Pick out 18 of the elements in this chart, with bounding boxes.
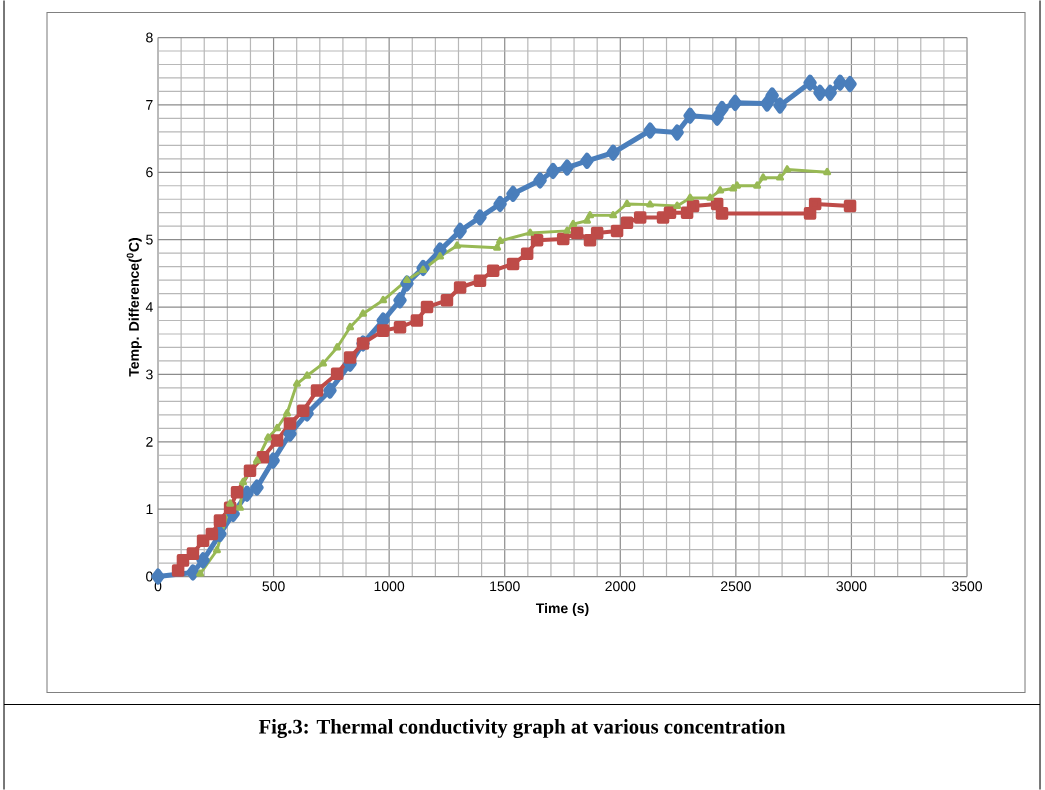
y-tick-label: 7 (146, 100, 153, 110)
y-tick-label: 3 (146, 369, 153, 380)
y-tick-label: 1 (146, 504, 153, 514)
caption: Fig.3: Thermal conductivity graph at various concentration (258, 719, 786, 738)
x-tick-label: 1500 (490, 581, 520, 592)
x-tick-label: 2500 (721, 581, 751, 592)
x-tick-label: 500 (262, 581, 285, 592)
x-axis-title: Time (s) (535, 602, 589, 616)
y-tick-label: 2 (146, 436, 153, 447)
y-axis-title: Temp. Difference($^{0}$C) (126, 238, 142, 377)
y-tick-label: 8 (146, 32, 153, 43)
y-tick-label: 6 (146, 167, 153, 178)
x-tick-label: 2000 (605, 581, 636, 592)
y-tick-label: 4 (145, 302, 153, 312)
y-tick-label: 5 (146, 234, 153, 245)
x-tick-label: 3000 (836, 581, 867, 592)
x-tick-label: 1000 (374, 581, 405, 592)
x-tick-label: 3500 (951, 581, 983, 592)
